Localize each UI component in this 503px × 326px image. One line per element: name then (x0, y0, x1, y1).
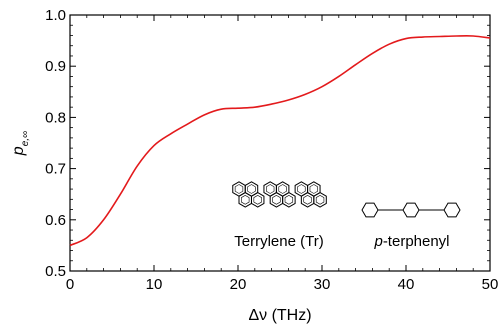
terrylene-inner-bond (247, 184, 256, 194)
x-tick-label: 50 (482, 276, 499, 293)
y-tick-label: 0.5 (45, 263, 66, 280)
plot-frame (69, 14, 491, 272)
y-axis-label: pe,∞ (10, 131, 31, 156)
p-terphenyl-label-rest: -terphenyl (383, 233, 450, 250)
terrylene-inner-bond (297, 184, 306, 194)
terrylene-inner-bond (315, 194, 325, 205)
terrylene-inner-bond (272, 194, 281, 205)
p-terphenyl-label-italic: p (373, 233, 382, 250)
x-tick-label: 20 (230, 276, 247, 293)
p-terphenyl-label: p-terphenyl (373, 233, 449, 250)
terrylene-inner-bond (278, 184, 287, 194)
x-axis-ticks: 0 10 20 30 40 50 (66, 15, 499, 293)
y-tick-label: 0.9 (45, 58, 66, 75)
terrylene-ring (282, 192, 296, 208)
x-tick-label: 40 (398, 276, 415, 293)
terrylene-ring (250, 192, 265, 208)
y-axis-label-subscript: e,∞ (20, 131, 31, 146)
terrylene-ring (269, 192, 284, 208)
terrylene-structure (232, 181, 327, 208)
y-tick-label: 0.8 (45, 109, 66, 126)
terrylene-ring (238, 192, 252, 208)
y-tick-label: 0.6 (45, 212, 66, 229)
p-terphenyl-ring (402, 202, 420, 218)
x-tick-label: 0 (66, 276, 74, 293)
svg-text:pe,∞: pe,∞ (10, 131, 31, 156)
y-axis-ticks: 0.5 0.6 0.7 0.8 0.9 1.0 (45, 7, 490, 280)
series-line (69, 35, 491, 247)
terrylene-inner-bond (234, 184, 244, 194)
terrylene-inner-bond (253, 194, 262, 205)
terrylene-inner-bond (284, 194, 294, 205)
p-terphenyl-ring (443, 202, 461, 218)
terrylene-inner-bond (266, 184, 275, 194)
p-terphenyl-ring (361, 202, 379, 218)
y-axis-label-main: p (10, 146, 27, 156)
terrylene-inner-bond (241, 194, 250, 205)
x-tick-label: 10 (146, 276, 163, 293)
terrylene-ring (313, 192, 327, 208)
x-axis-label: Δν (THz) (248, 307, 311, 324)
terrylene-ring (300, 192, 315, 208)
x-tick-label: 30 (314, 276, 331, 293)
y-tick-label: 0.7 (45, 161, 66, 178)
terrylene-label: Terrylene (Tr) (234, 233, 323, 250)
y-tick-label: 1.0 (45, 7, 66, 24)
terrylene-inner-bond (309, 184, 318, 194)
terrylene-inner-bond (303, 194, 312, 205)
p-terphenyl-structure (361, 202, 461, 218)
